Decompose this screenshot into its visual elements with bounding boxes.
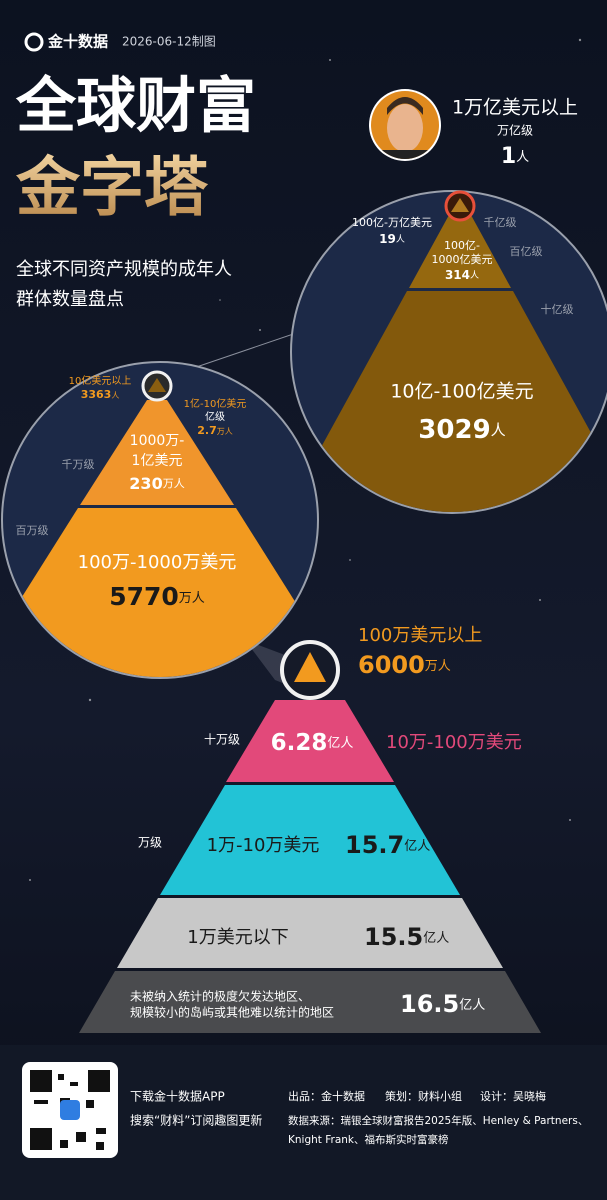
brand-logo	[24, 32, 44, 52]
tier-label: 100万-1000万美元	[78, 552, 237, 573]
title: 全球财富	[15, 72, 256, 142]
unit: 亿人	[459, 998, 485, 1013]
tier-label: 100亿-万亿美元	[352, 216, 432, 229]
count: 15.5	[364, 923, 423, 951]
tier-count: 2.7万人	[197, 424, 233, 437]
qr-logo	[60, 1100, 80, 1120]
level: 千亿级	[484, 216, 517, 229]
pyramid-tier	[226, 700, 394, 782]
count: 2.7	[197, 424, 217, 437]
avatar	[371, 91, 439, 159]
top-count: 1人	[501, 144, 529, 169]
qr-pattern	[30, 1070, 110, 1150]
tier-label: 10亿美元以上	[69, 374, 132, 387]
unit: 亿人	[423, 931, 449, 946]
apex-triangle	[451, 198, 469, 212]
pyramid-tier	[117, 898, 503, 968]
tier-count: 6000万人	[358, 651, 451, 679]
tier-count: 6.28亿人	[271, 730, 354, 756]
footer-text: 下载金十数据APP	[130, 1089, 225, 1104]
tier-label: 10亿-100亿美元	[390, 381, 533, 403]
tier-label: 100亿-	[444, 239, 480, 252]
pyramid-tier	[79, 971, 541, 1033]
level: 千万级	[62, 458, 95, 471]
footer-text: 数据来源：瑞银全球财富报告2025年版、Henley & Partners、	[288, 1114, 588, 1127]
tier-label: 1万-10万美元	[207, 835, 320, 856]
title: 金字塔	[15, 152, 209, 226]
tier-count: 15.5亿人	[364, 923, 449, 951]
pyramid-tier	[160, 785, 460, 895]
count: 1	[501, 144, 516, 169]
unit: 万人	[163, 477, 185, 490]
level: 百万级	[16, 524, 49, 537]
count: 3029	[418, 415, 490, 445]
subtitle: 全球不同资产规模的成年人	[16, 259, 232, 280]
date: 2026-06-12制图	[122, 35, 216, 49]
tier-label: 1000万-	[130, 433, 185, 449]
footer-text: 搜索“财料”订阅趣图更新	[130, 1113, 262, 1128]
unit: 亿人	[404, 839, 430, 854]
tier-label: 规模较小的岛屿或其他难以统计的地区	[130, 1005, 334, 1020]
unit: 万人	[179, 591, 205, 606]
tier-count: 3363人	[81, 388, 120, 401]
unit: 万人	[425, 659, 451, 674]
footer-text: 策划：财料小组	[385, 1089, 462, 1103]
unit: 人	[111, 391, 119, 400]
count: 6000	[358, 651, 425, 679]
count: 230	[129, 474, 162, 493]
top-label: 1万亿美元以上	[452, 97, 578, 119]
level: 十万级	[204, 733, 240, 747]
level: 十亿级	[541, 302, 574, 316]
unit: 万人	[217, 427, 233, 436]
count: 15.7	[345, 831, 404, 859]
count: 16.5	[400, 990, 459, 1018]
count: 5770	[109, 582, 179, 611]
tier-count: 314人	[445, 268, 479, 282]
footer-text: 出品：金十数据	[288, 1089, 365, 1103]
count: 6.28	[271, 730, 328, 756]
brand: 金十数据	[47, 33, 108, 51]
tier-count: 230万人	[129, 474, 184, 493]
apex-triangle	[148, 378, 166, 392]
footer-text: 设计：吴晓梅	[480, 1089, 546, 1103]
unit: 人	[470, 270, 479, 281]
tier-label: 1万美元以下	[187, 927, 288, 948]
subtitle: 群体数量盘点	[16, 289, 124, 310]
tier-count: 16.5亿人	[400, 990, 485, 1018]
level: 百亿级	[510, 245, 543, 258]
apex-triangle	[294, 652, 326, 682]
tier-label: 1000亿美元	[432, 253, 493, 266]
unit: 人	[396, 234, 405, 245]
count: 314	[445, 268, 470, 282]
count: 19	[379, 232, 396, 246]
tier-label: 1亿-10亿美元	[184, 397, 247, 410]
tier-count: 19人	[379, 232, 405, 246]
unit: 人	[491, 421, 506, 439]
unit: 亿人	[327, 736, 353, 751]
tier-label: 10万-100万美元	[386, 732, 522, 753]
tier-count: 15.7亿人	[345, 831, 430, 859]
count: 3363	[81, 388, 112, 401]
tier-count: 5770万人	[109, 582, 205, 611]
footer-text: Knight Frank、福布斯实时富豪榜	[288, 1133, 449, 1146]
upper-pyramid	[292, 215, 607, 512]
tier-label: 100万美元以上	[358, 625, 482, 646]
level: 万亿级	[497, 123, 533, 138]
tier-label: 未被纳入统计的极度欠发达地区、	[130, 989, 310, 1004]
stars	[29, 38, 582, 961]
tier-count: 3029人	[418, 415, 505, 445]
tier-label: 1亿美元	[132, 453, 183, 469]
level: 万级	[138, 836, 162, 850]
level: 亿级	[205, 410, 225, 423]
unit: 人	[516, 150, 529, 165]
